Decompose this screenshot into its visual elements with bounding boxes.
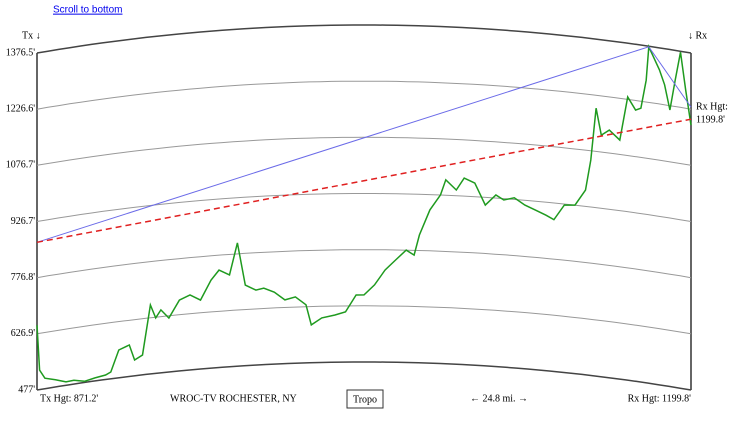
y-tick-label: 1376.5' [6,47,36,58]
tropo-button[interactable] [346,389,384,409]
grid-arc [36,305,692,335]
y-tick-label: 626.9' [11,328,36,339]
y-tick-label: 926.7' [11,216,36,227]
terrain-line [36,43,692,383]
grid-arc [36,193,692,222]
tx-label: Tx ↓ [22,30,41,41]
grid-arc [36,80,692,110]
rx-height: Rx Hgt: 1199.8' [628,393,692,404]
tx-height: Tx Hgt: 871.2' [40,393,98,404]
y-tick-label: 1076.7' [6,160,36,171]
tropo-line [36,46,692,243]
scroll-link[interactable]: Scroll to bottom [53,5,122,16]
grid-arc [36,24,692,54]
grid-arc [36,249,692,279]
rx-height-value: 1199.8' [696,114,725,125]
tropo-button-label[interactable]: Tropo [353,394,377,405]
rx-height-title: Rx Hgt: [696,101,728,112]
rx-label: ↓ Rx [688,30,707,41]
distance: ← 24.8 mi. → [470,393,528,404]
y-tick-label: 1226.6' [6,103,36,114]
los-line [36,118,692,244]
station: WROC-TV ROCHESTER, NY [170,393,297,404]
grid-arc [36,361,692,391]
y-tick-label: 477' [18,384,35,395]
y-tick-label: 776.8' [11,272,36,283]
